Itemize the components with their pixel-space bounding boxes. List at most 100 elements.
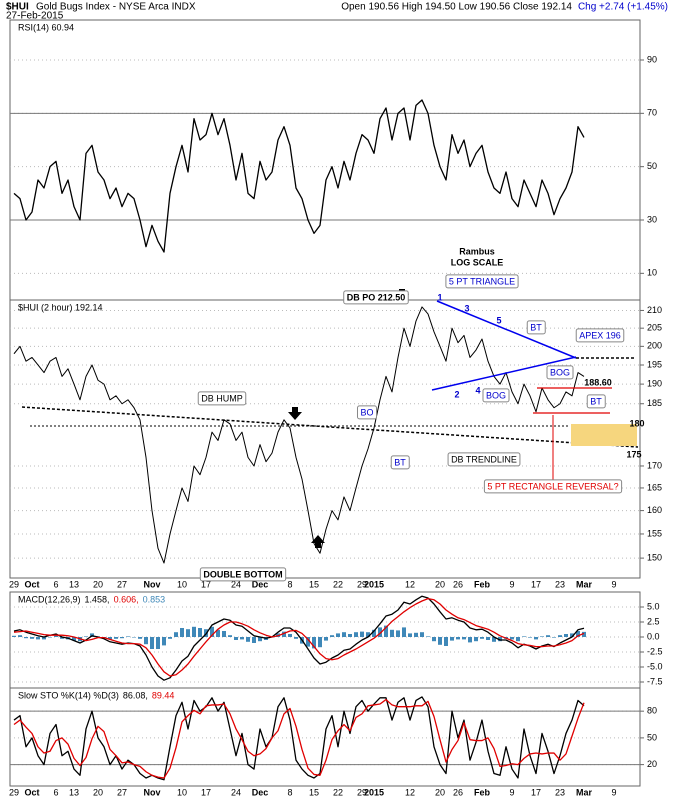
histogram-bar	[378, 627, 382, 637]
histogram-bar	[318, 637, 322, 648]
legend-entry: 0.606,	[114, 594, 139, 604]
x-tick-label: 17	[201, 579, 211, 589]
price-line	[13, 306, 585, 564]
x-tick-label: Mar	[576, 787, 593, 797]
histogram-bar	[336, 633, 340, 637]
indicator-line	[13, 99, 585, 253]
histogram-bar	[126, 636, 130, 637]
histogram-bar	[306, 637, 310, 647]
y-tick-label: 205	[647, 323, 662, 333]
y-tick-label: 190	[647, 378, 662, 388]
legend-entry: 1.458,	[85, 594, 110, 604]
x-tick-label: 2015	[364, 787, 384, 797]
y-tick-label: 90	[647, 54, 657, 64]
histogram-bar	[402, 627, 406, 637]
drawing	[311, 535, 325, 548]
annotation: BOG	[486, 390, 506, 400]
histogram-bar	[162, 637, 166, 646]
x-tick-label: 13	[69, 787, 79, 797]
index-name: Gold Bugs Index - NYSE Arca INDX	[36, 2, 196, 13]
histogram-bar	[528, 637, 532, 638]
panel-title: Slow STO %K(14) %D(3)	[18, 690, 119, 700]
x-tick-label: 24	[231, 579, 241, 589]
annotation-box	[447, 452, 521, 467]
histogram-bar	[30, 637, 34, 639]
histogram-bar	[24, 637, 28, 639]
histogram-bar	[546, 635, 550, 637]
x-tick-label: 29	[9, 787, 19, 797]
x-tick-label: 20	[93, 579, 103, 589]
y-tick-label: 150	[647, 552, 662, 562]
histogram-bar	[552, 637, 556, 638]
y-tick-label: -7.5	[647, 676, 663, 686]
quote: Open 190.56 High 194.50 Low 190.56 Close…	[341, 2, 572, 13]
annotation: 3	[464, 303, 469, 313]
x-tick-label: 13	[69, 579, 79, 589]
histogram-bar	[522, 636, 526, 637]
histogram-bar	[150, 637, 154, 649]
annotation: 4	[475, 385, 480, 395]
histogram-bar	[516, 637, 520, 642]
annotation: BT	[394, 457, 406, 467]
histogram-bar	[384, 625, 388, 637]
histogram-bar	[198, 628, 202, 637]
panel-frame	[9, 19, 641, 301]
panel-title: RSI(14) 60.94	[18, 22, 74, 32]
histogram-bar	[174, 632, 178, 637]
annotation: 5 PT TRIANGLE	[449, 276, 515, 286]
histogram-bar	[354, 632, 358, 637]
histogram-bar	[324, 637, 328, 641]
histogram-bar	[486, 637, 490, 640]
indicator-line	[13, 597, 585, 677]
x-tick-label: 17	[531, 579, 541, 589]
histogram-bar	[540, 636, 544, 637]
annotation-box	[343, 290, 409, 305]
x-tick-label: 6	[53, 787, 58, 797]
x-tick-label: Feb	[474, 579, 491, 589]
annotation: 5 PT RECTANGLE REVERSAL?	[487, 481, 618, 491]
histogram-bar	[60, 637, 64, 639]
x-tick-label: 23	[555, 579, 565, 589]
x-tick-label: 20	[93, 787, 103, 797]
y-tick-label: 50	[647, 732, 657, 742]
histogram-bar	[408, 633, 412, 637]
histogram-bar	[156, 637, 160, 649]
y-tick-label: 20	[647, 759, 657, 769]
annotation: BT	[590, 396, 602, 406]
histogram-bar	[18, 635, 22, 637]
annotation: LOG SCALE	[451, 257, 504, 267]
annotation: DB HUMP	[201, 393, 243, 403]
x-tick-label: Oct	[24, 787, 39, 797]
y-tick-label: 50	[647, 161, 657, 171]
y-tick-label: 30	[647, 214, 657, 224]
panel-frame	[9, 299, 641, 579]
y-tick-label: 10	[647, 268, 657, 278]
histogram-bar	[42, 637, 46, 640]
histogram-bar	[282, 631, 286, 637]
x-tick-label: 22	[333, 579, 343, 589]
annotation-box	[445, 274, 519, 289]
histogram-bar	[456, 637, 460, 640]
annotation-box	[575, 328, 625, 343]
x-tick-label: 9	[509, 787, 514, 797]
histogram-bar	[108, 637, 112, 640]
histogram-bar	[492, 637, 496, 642]
histogram-bar	[132, 637, 136, 638]
x-tick-label: 15	[309, 787, 319, 797]
histogram-bar	[372, 629, 376, 637]
histogram-bar	[222, 631, 226, 637]
x-tick-label: 27	[117, 579, 127, 589]
histogram-bar	[240, 637, 244, 640]
x-tick-label: 9	[611, 579, 616, 589]
histogram-bar	[54, 635, 58, 637]
x-tick-label: Nov	[143, 579, 160, 589]
x-tick-label: 10	[177, 787, 187, 797]
y-tick-label: 210	[647, 305, 662, 315]
x-tick-label: 8	[287, 787, 292, 797]
histogram-bar	[510, 637, 514, 640]
histogram-bar	[12, 635, 16, 637]
indicator-line	[13, 696, 585, 781]
x-tick-label: 9	[611, 787, 616, 797]
drawing	[288, 407, 302, 420]
histogram-bar	[252, 637, 256, 643]
